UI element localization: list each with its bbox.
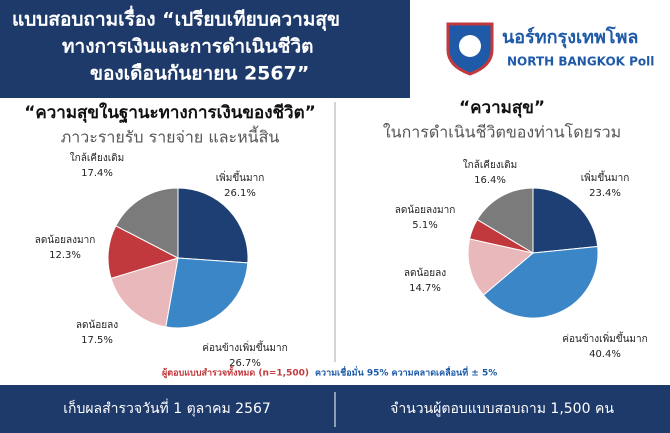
chart-title: “ความสุข” xyxy=(459,98,545,118)
header-title: แบบสอบถามเรื่อง “เปรียบเทียบความสุข xyxy=(12,6,340,32)
charts: เพิ่มขึ้นมาก 26.1% ค่อนข้างเพิ่มขึ้นมาก 26.… xyxy=(35,152,648,369)
logo-thai: นอร์ทกรุงเทพโพล xyxy=(502,26,638,49)
slice-label: ลดน้อยลงมาก xyxy=(35,234,96,246)
header-title: ทางการเงินและการดำเนินชีวิต xyxy=(62,36,313,58)
pie-slice xyxy=(476,187,534,254)
logo-emblem xyxy=(459,35,481,57)
logo xyxy=(446,22,494,76)
slice-value-label: 14.7% xyxy=(409,283,441,294)
pie-slice xyxy=(115,187,179,259)
chart-subtitle: ในการดำเนินชีวิตของท่านโดยรวม xyxy=(383,123,621,142)
slice-label: ค่อนข้างเพิ่มขึ้นมาก xyxy=(562,331,647,345)
slice-label: ใกล้เคียงเดิม xyxy=(70,152,124,164)
slice-value-label: 26.7% xyxy=(229,358,261,369)
pie-slice xyxy=(165,257,249,329)
slice-value-label: 5.1% xyxy=(412,220,437,231)
slice-label: ลดน้อยลงมาก xyxy=(395,204,456,216)
slice-value-label: 40.4% xyxy=(589,349,621,360)
slice-label: เพิ่มขึ้นมาก xyxy=(581,170,630,184)
chart-subtitle: ภาวะรายรับ รายจ่าย และหนี้สิน xyxy=(61,126,280,147)
note-confidence: ความเชื่อมั่น 95% ความคลาดเคลื่อนที่ ± 5… xyxy=(315,366,497,379)
pie-slice xyxy=(482,245,599,319)
logo-english: NORTH BANGKOK Poll xyxy=(507,55,654,69)
pie-slice xyxy=(467,238,535,296)
slice-value-label: 23.4% xyxy=(589,188,621,199)
slice-value-label: 17.5% xyxy=(81,335,113,346)
pie-slice xyxy=(110,257,179,328)
slice-label: เพิ่มขึ้นมาก xyxy=(216,170,265,184)
slice-label: ลดน้อยลง xyxy=(76,319,118,331)
pie-slice xyxy=(177,187,249,264)
slice-label: ค่อนข้างเพิ่มขึ้นมาก xyxy=(202,340,287,354)
slice-value-label: 26.1% xyxy=(224,188,256,199)
footer-respondents: จำนวนผู้ตอบแบบสอบถาม 1,500 คน xyxy=(390,401,614,417)
pie-slice xyxy=(532,187,599,254)
slice-value-label: 16.4% xyxy=(474,175,506,186)
slice-value-label: 17.4% xyxy=(81,168,113,179)
slice-label: ใกล้เคียงเดิม xyxy=(463,159,517,171)
note-sample: ผู้ตอบแบบสำรวจทั้งหมด (n=1,500) xyxy=(162,366,309,379)
slice-value-label: 12.3% xyxy=(49,250,81,261)
footer-date: เก็บผลสำรวจวันที่ 1 ตุลาคม 2567 xyxy=(63,399,271,417)
header-band xyxy=(0,0,410,98)
header-title: ของเดือนกันยายน 2567” xyxy=(90,63,309,85)
slice-label: ลดน้อยลง xyxy=(404,267,446,279)
chart-title: “ความสุขในฐานะทางการเงินของชีวิต” xyxy=(24,102,316,124)
